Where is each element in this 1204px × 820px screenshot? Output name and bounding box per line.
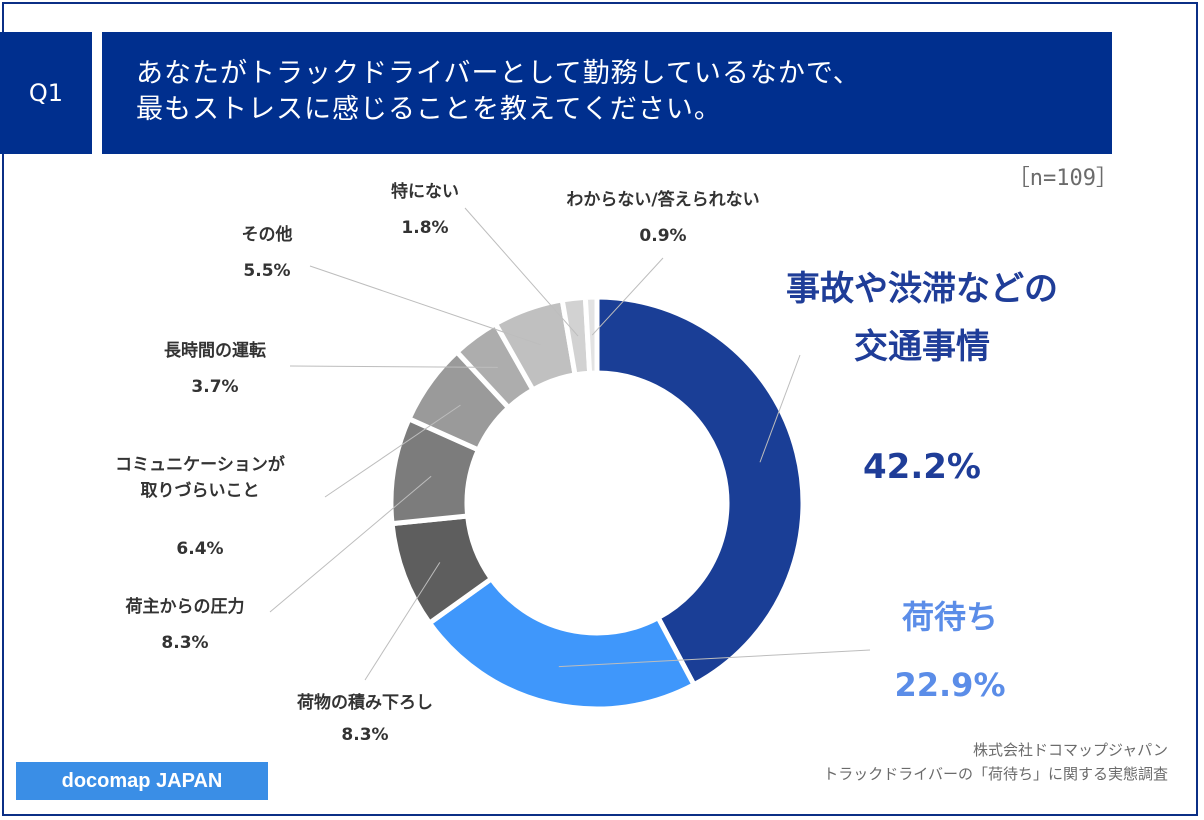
leader-line-1 [558,649,871,668]
slice-1 [426,575,698,712]
slice-label-6-0: その他 [242,224,293,245]
slice-label-7-0: 特にない [391,181,459,202]
question-number: Q1 [0,32,92,154]
slice-label-0-0: 事故や渋滞などの [786,269,1058,309]
brand-logo: docomap JAPAN [16,762,268,800]
slice-value-0: 42.2% [863,447,981,487]
slice-8 [582,294,600,376]
source-line-1: 株式会社ドコマップジャパン [972,741,1168,759]
slice-value-2: 8.3% [341,725,388,745]
slice-value-6: 5.5% [243,261,290,281]
question-line-2: 最もストレスに感じることを教えてください。 [136,94,722,125]
leader-line-2 [364,562,441,681]
sample-size: ［n=109］ [1007,166,1118,191]
slice-label-4-1: 取りづらいこと [141,481,260,501]
slice-label-2-0: 荷物の積み下ろし [297,692,433,713]
source-line-2: トラックドライバーの「荷待ち」に関する実態調査 [823,765,1168,783]
slice-value-7: 1.8% [401,218,448,238]
question-line-1: あなたがトラックドライバーとして勤務しているなかで、 [136,58,861,89]
slice-value-3: 8.3% [161,633,208,653]
slice-label-3-0: 荷主からの圧力 [126,596,245,617]
slice-label-4-0: コミュニケーションが [115,454,285,475]
leader-line-4 [324,404,461,498]
source-note: 株式会社ドコマップジャパン トラックドライバーの「荷待ち」に関する実態調査 [823,738,1168,786]
slice-value-8: 0.9% [639,226,686,246]
slice-label-1-0: 荷待ち [902,598,998,636]
question-title: あなたがトラックドライバーとして勤務しているなかで、 最もストレスに感じることを… [102,32,1112,154]
slice-label-5-0: 長時間の運転 [164,340,266,361]
leader-line-8 [591,257,664,336]
slice-value-1: 22.9% [894,666,1005,704]
leader-line-5 [289,365,498,368]
leader-line-6 [309,265,541,346]
slice-label-0-1: 交通事情 [854,327,990,367]
leader-line-3 [269,475,432,613]
leader-line-7 [464,207,579,337]
leader-line-0 [759,354,801,463]
slice-label-8-0: わからない/答えられない [566,189,759,210]
slice-value-4: 6.4% [176,539,223,559]
slice-value-5: 3.7% [191,377,238,397]
slice-0 [594,294,806,689]
